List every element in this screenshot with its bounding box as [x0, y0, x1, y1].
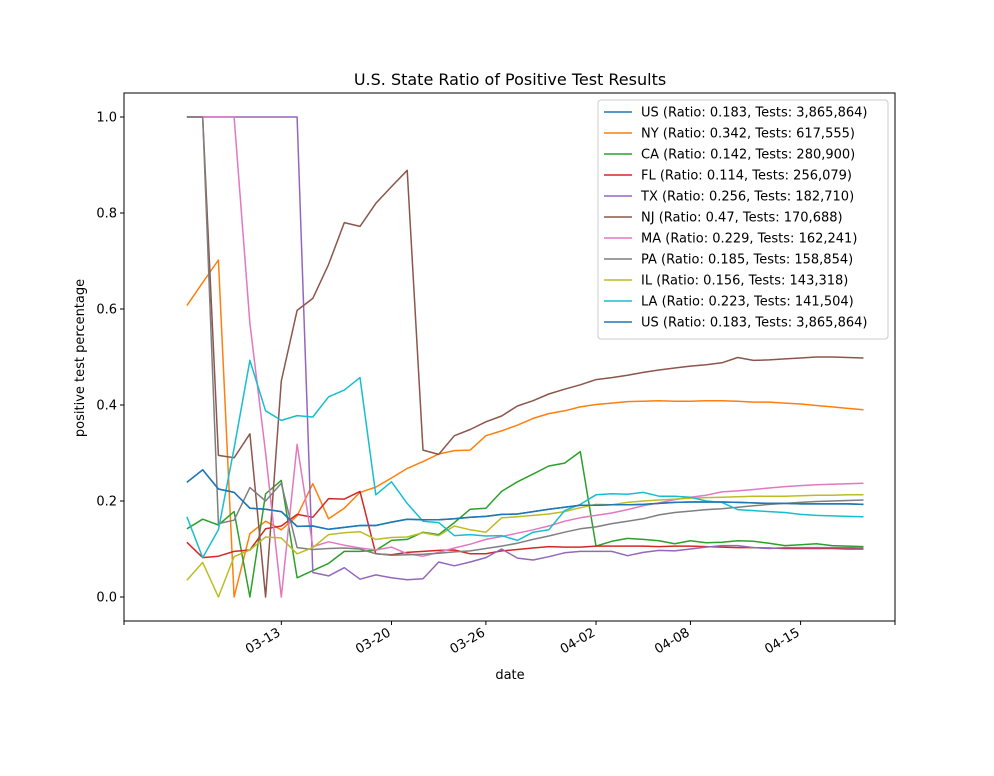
x-tick-label: 03-13: [243, 625, 283, 657]
legend-label: FL (Ratio: 0.114, Tests: 256,079): [641, 169, 852, 184]
axes-frame: [123, 92, 896, 622]
series-line-9: [186, 359, 864, 559]
x-tick-label: 04-08: [652, 625, 692, 657]
legend-label: US (Ratio: 0.183, Tests: 3,865,864): [641, 316, 867, 331]
legend-label: PA (Ratio: 0.185, Tests: 158,854): [641, 253, 853, 268]
legend-label: TX (Ratio: 0.256, Tests: 182,710): [640, 190, 854, 205]
legend-label: IL (Ratio: 0.156, Tests: 143,318): [641, 274, 848, 289]
y-tick-label: 0.4: [96, 399, 117, 414]
legend-label: US (Ratio: 0.183, Tests: 3,865,864): [641, 106, 867, 121]
y-axis-label: positive test percentage: [73, 279, 88, 437]
y-tick-label: 1.0: [96, 111, 117, 126]
x-axis-label: date: [495, 668, 524, 683]
series-line-8: [186, 494, 864, 598]
legend-label: MA (Ratio: 0.229, Tests: 162,241): [641, 232, 857, 247]
x-tick-label: 03-20: [353, 625, 393, 657]
legend-label: CA (Ratio: 0.142, Tests: 280,900): [641, 148, 855, 163]
series-line-10: [186, 469, 864, 531]
plot-area: [186, 116, 864, 598]
legend-label: NY (Ratio: 0.342, Tests: 617,555): [641, 127, 855, 142]
y-tick-label: 0.0: [96, 591, 117, 606]
series-line-1: [186, 259, 864, 598]
x-tick-label: 04-15: [762, 625, 802, 657]
y-tick-label: 0.6: [96, 303, 117, 318]
legend-label: NJ (Ratio: 0.47, Tests: 170,688): [641, 211, 843, 226]
legend-label: LA (Ratio: 0.223, Tests: 141,504): [641, 295, 854, 310]
y-tick-label: 0.2: [96, 495, 117, 510]
x-tick-label: 04-02: [558, 625, 598, 657]
series-line-6: [186, 116, 864, 598]
series-line-4: [186, 116, 864, 581]
chart-title: U.S. State Ratio of Positive Test Result…: [354, 70, 666, 89]
legend: US (Ratio: 0.183, Tests: 3,865,864) NY (R…: [597, 99, 889, 340]
axis-ticks: 0.0 0.2 0.4 0.6 0.8 1.0 03-13 03-20 03-26 04-02 04…: [96, 111, 896, 657]
x-tick-label: 03-26: [448, 625, 488, 657]
legend-box: [597, 99, 889, 340]
series-line-5: [186, 116, 864, 598]
y-tick-label: 0.8: [96, 207, 117, 222]
series-line-7: [186, 116, 864, 556]
series-line-2: [186, 450, 864, 598]
